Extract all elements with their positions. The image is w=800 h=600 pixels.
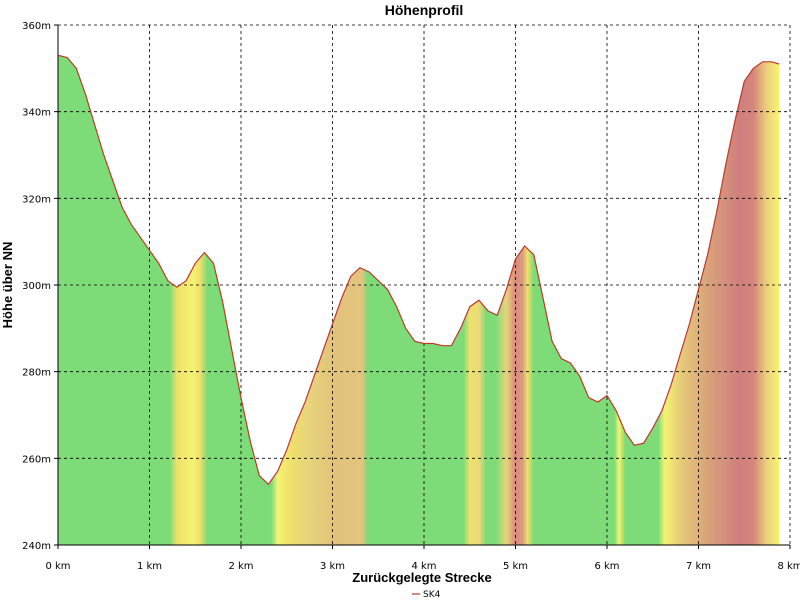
x-tick-label: 4 km <box>411 561 436 572</box>
legend-label-sk4: SK4 <box>423 590 441 600</box>
y-tick-label: 280m <box>22 368 51 379</box>
y-tick-label: 320m <box>22 194 51 205</box>
chart-title: Höhenprofil <box>385 2 464 18</box>
x-axis-label: Zurückgelegte Strecke <box>352 570 491 585</box>
x-tick-label: 2 km <box>228 561 253 572</box>
elevation-area-fill <box>58 55 779 545</box>
x-tick-label: 6 km <box>594 561 619 572</box>
x-tick-label: 0 km <box>45 561 70 572</box>
x-tick-label: 8 km <box>777 561 800 572</box>
y-tick-label: 360m <box>22 21 51 32</box>
x-tick-label: 7 km <box>686 561 711 572</box>
y-tick-label: 340m <box>22 108 51 119</box>
y-tick-label: 300m <box>22 281 51 292</box>
x-tick-label: 1 km <box>137 561 162 572</box>
y-axis-label: Höhe über NN <box>0 242 15 329</box>
legend: SK4 <box>412 590 441 600</box>
series-line-sk4 <box>57 54 780 486</box>
x-tick-label: 5 km <box>503 561 528 572</box>
x-axis-ticks: 0 km 1 km 2 km 3 km 4 km 5 km 6 km 7 km 8 km <box>45 545 800 572</box>
x-tick-label: 3 km <box>320 561 345 572</box>
y-tick-label: 240m <box>22 541 51 552</box>
y-tick-label: 260m <box>22 454 51 465</box>
y-axis-ticks: 240m 260m 280m 300m 320m 340m 360m <box>22 21 58 552</box>
